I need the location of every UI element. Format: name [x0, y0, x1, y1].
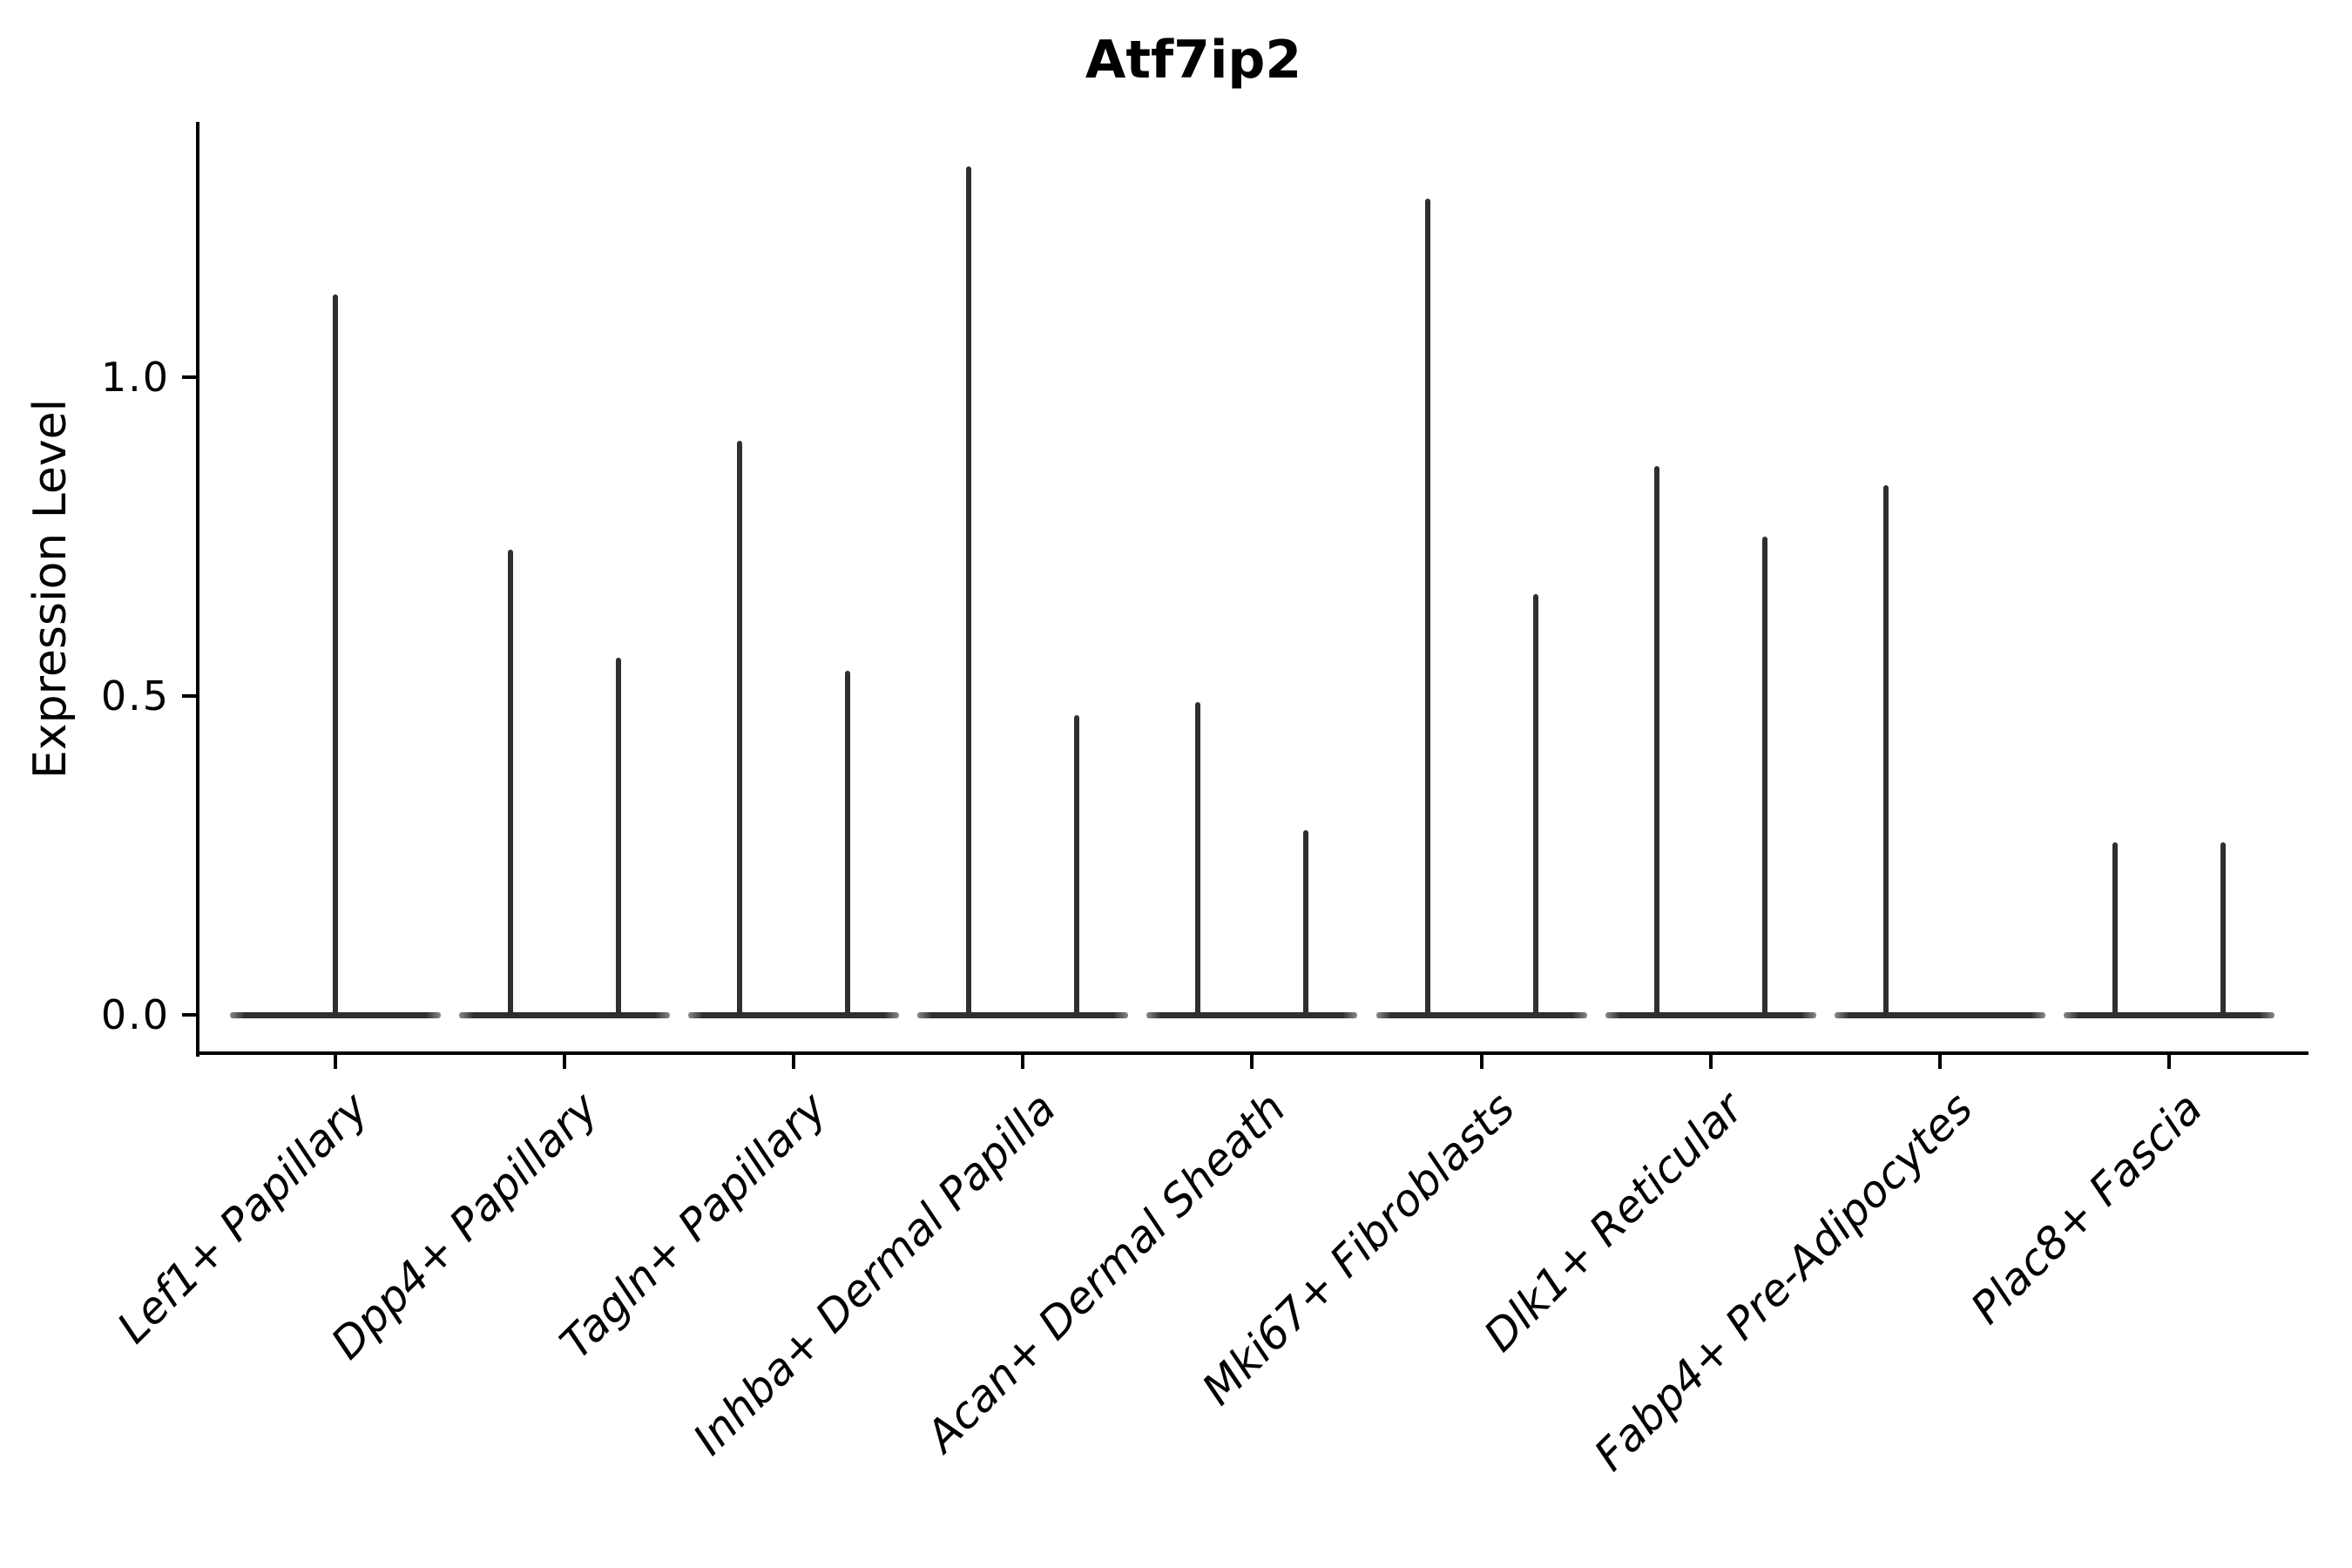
violin-spike [1303, 829, 1309, 1015]
x-tick [1708, 1053, 1713, 1069]
x-tick [1250, 1053, 1254, 1069]
violin-spike [333, 294, 338, 1015]
plot-area: 0.0 0.5 1.0 [101, 122, 2308, 1069]
violin-baseline [459, 1012, 671, 1018]
x-tick-label: Lef1+ Papillary [107, 1083, 379, 1354]
y-tick [182, 694, 196, 698]
violin-spike [1195, 702, 1201, 1015]
x-tick [1021, 1053, 1025, 1069]
violin-baseline [1146, 1012, 1358, 1018]
x-tick [563, 1053, 567, 1069]
x-tick [334, 1053, 337, 1069]
violin-spike [1532, 593, 1538, 1015]
violin-spike [966, 166, 972, 1015]
x-tick [1479, 1053, 1484, 1069]
x-tick [1937, 1053, 1942, 1069]
violin-spike [1424, 199, 1430, 1015]
y-tick [182, 1013, 196, 1017]
violin-baseline [1375, 1012, 1587, 1018]
violin-baseline [1605, 1012, 1816, 1018]
violin-spike [1074, 714, 1080, 1015]
violin-baseline [688, 1012, 900, 1018]
violin-spike [1653, 466, 1659, 1015]
y-tick-label: 0.0 [100, 991, 170, 1038]
violin-spike [2112, 842, 2118, 1015]
violin-baseline [2063, 1012, 2274, 1018]
violin-baseline [230, 1012, 441, 1018]
violin-spike [1761, 537, 1767, 1015]
y-tick-label: 0.5 [100, 672, 170, 720]
violin-spike [2220, 842, 2226, 1015]
violin-spike [845, 670, 851, 1015]
violin-spike [616, 658, 622, 1015]
x-tick-label: Inhba+ Dermal Papilla [683, 1083, 1066, 1465]
y-axis-label: Expression Level [24, 398, 77, 780]
violin-baseline [917, 1012, 1129, 1018]
chart-title: Atf7ip2 [1085, 30, 1302, 91]
y-tick-label: 1.0 [100, 354, 170, 401]
violin-spike [508, 549, 514, 1015]
y-tick [182, 375, 196, 379]
y-axis-line [196, 122, 199, 1057]
violin-spike [737, 441, 743, 1015]
violin-spike [1882, 485, 1889, 1015]
x-tick-label: Fabp4+ Pre-Adipocytes [1585, 1083, 1983, 1481]
x-tick [792, 1053, 796, 1069]
x-tick [2166, 1053, 2171, 1069]
violin-baseline [1834, 1012, 2045, 1018]
x-tick-label: Plac8+ Fascia [1960, 1083, 2212, 1334]
